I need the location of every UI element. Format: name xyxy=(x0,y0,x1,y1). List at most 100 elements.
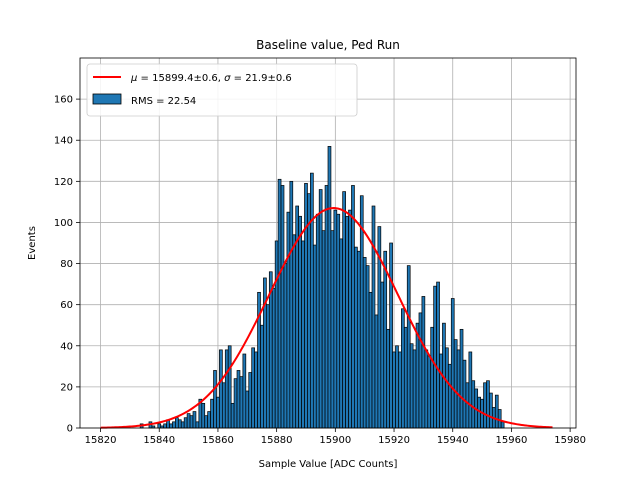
histogram-bar xyxy=(219,349,223,429)
chart-title: Baseline value, Ped Run xyxy=(256,38,400,52)
histogram-bar xyxy=(371,205,376,429)
legend-mu-text: = 15899.4±0.6, xyxy=(137,73,224,84)
legend-fit-label: μ = 15899.4±0.6, σ = 21.9±0.6 xyxy=(130,73,292,84)
histogram-bar xyxy=(486,380,490,429)
histogram-bar xyxy=(312,244,317,429)
histogram-bar xyxy=(321,230,326,429)
histogram-bar xyxy=(450,298,455,429)
histogram-bar xyxy=(436,281,440,429)
histogram-bars xyxy=(139,146,505,429)
histogram-bar xyxy=(418,312,423,429)
histogram-bar xyxy=(274,240,279,429)
histogram-bar xyxy=(374,314,379,429)
histogram-bar xyxy=(227,345,232,429)
histogram-bar xyxy=(368,291,373,429)
histogram-bar xyxy=(333,209,338,429)
y-tick-label: 0 xyxy=(67,424,73,435)
x-axis-title: Sample Value [ADC Counts] xyxy=(259,459,398,470)
histogram-bar xyxy=(339,238,344,429)
histogram-bar xyxy=(409,343,414,429)
histogram-bar xyxy=(412,349,417,429)
histogram-bar xyxy=(163,423,167,429)
histogram-bar xyxy=(415,322,420,429)
histogram-bar xyxy=(453,339,458,429)
histogram-bar xyxy=(421,296,426,429)
histogram-bar xyxy=(389,242,393,429)
histogram-bar xyxy=(192,411,197,429)
histogram-bar xyxy=(310,172,314,429)
y-axis-ticks: 0 20 40 60 80 100 120 140 160 xyxy=(54,95,80,435)
histogram-bar xyxy=(254,351,258,429)
histogram-bar xyxy=(195,421,200,429)
x-tick-label: 15860 xyxy=(202,435,234,446)
histogram-bar xyxy=(315,213,320,429)
legend-mu-symbol: μ xyxy=(130,73,137,84)
histogram-bar xyxy=(186,413,191,429)
histogram-bar xyxy=(207,411,211,429)
histogram-bar xyxy=(172,421,176,429)
histogram-bar xyxy=(183,417,188,429)
histogram-bar xyxy=(216,396,220,429)
histogram-bar xyxy=(424,349,429,429)
histogram-bar xyxy=(500,421,505,429)
histogram-bar xyxy=(383,250,388,429)
histogram-bar xyxy=(462,359,467,429)
histogram-bar xyxy=(447,363,452,429)
histogram-bar xyxy=(318,189,323,429)
histogram-bar xyxy=(307,193,311,429)
histogram-bar xyxy=(351,185,355,429)
histogram-bar xyxy=(395,345,399,429)
histogram-bar xyxy=(401,308,405,429)
histogram-bar xyxy=(301,240,305,429)
histogram-bar xyxy=(266,304,270,429)
histogram-bar xyxy=(221,382,226,429)
histogram-bar xyxy=(283,263,288,429)
histogram-bar xyxy=(236,370,241,429)
histogram-bar xyxy=(248,372,253,429)
histogram-bar xyxy=(204,415,209,429)
histogram-bar xyxy=(468,351,473,429)
y-tick-label: 100 xyxy=(54,218,73,229)
histogram-bar xyxy=(427,355,432,429)
histogram-bar xyxy=(177,419,182,429)
x-tick-label: 15960 xyxy=(496,435,528,446)
histogram-bar xyxy=(169,423,173,429)
histogram-bar xyxy=(459,328,464,429)
legend-histogram-label: RMS = 22.54 xyxy=(131,96,196,107)
y-tick-label: 120 xyxy=(54,177,73,188)
histogram-bar xyxy=(201,402,206,429)
legend-sigma-symbol: σ xyxy=(224,73,231,84)
histogram-bar xyxy=(398,351,402,429)
histogram-bar xyxy=(271,287,276,429)
histogram-bar xyxy=(224,349,229,429)
x-tick-label: 15900 xyxy=(319,435,351,446)
plot-frame xyxy=(79,57,577,429)
legend: μ = 15899.4±0.6, σ = 21.9±0.6 RMS = 22.5… xyxy=(86,63,358,117)
y-tick-label: 140 xyxy=(54,136,73,147)
histogram-bar xyxy=(403,326,408,429)
histogram-bar xyxy=(497,409,502,429)
histogram-bar xyxy=(286,211,291,429)
y-tick-label: 60 xyxy=(60,300,73,311)
histogram-bar xyxy=(277,178,282,429)
histogram-bar xyxy=(365,265,370,429)
histogram-bar xyxy=(489,392,493,429)
histogram-bar xyxy=(180,421,185,429)
histogram-bar xyxy=(251,347,255,429)
y-axis-title: Events xyxy=(27,226,38,260)
histogram-bar xyxy=(354,246,358,429)
histogram-bar xyxy=(342,191,346,429)
x-tick-label: 15820 xyxy=(85,435,117,446)
y-tick-label: 40 xyxy=(60,341,73,352)
histogram-bar xyxy=(336,213,341,429)
x-tick-label: 15980 xyxy=(554,435,586,446)
histogram-bar xyxy=(189,415,194,429)
y-tick-label: 20 xyxy=(60,382,73,393)
x-tick-label: 15880 xyxy=(261,435,293,446)
gaussian-fit xyxy=(100,207,553,429)
histogram-bar xyxy=(175,417,179,429)
histogram-bar xyxy=(430,326,435,429)
histogram-bar xyxy=(157,423,162,429)
histogram-bar xyxy=(456,349,461,429)
fit-curve xyxy=(100,207,553,429)
